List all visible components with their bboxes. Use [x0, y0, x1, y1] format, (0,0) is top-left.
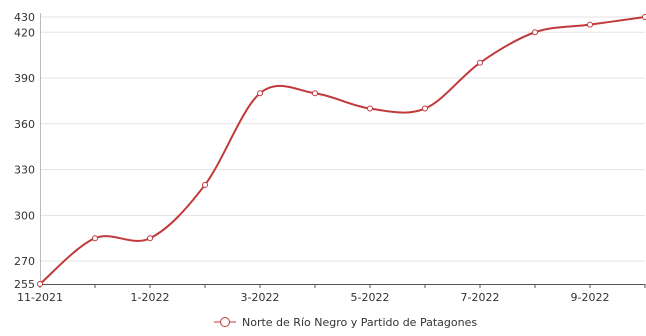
x-tick-label: 3-2022: [241, 291, 280, 304]
x-tick-label: 5-2022: [351, 291, 390, 304]
x-tick-label: 9-2022: [571, 291, 610, 304]
data-point[interactable]: [367, 105, 373, 112]
y-tick-label: 270: [14, 255, 35, 268]
data-point[interactable]: [312, 90, 318, 97]
y-tick-label: 300: [14, 209, 35, 222]
data-point[interactable]: [587, 21, 593, 28]
grid-lines: [40, 16, 645, 262]
data-point[interactable]: [147, 235, 153, 242]
legend-label[interactable]: Norte de Río Negro y Partido de Patagone…: [242, 316, 477, 329]
axes: 255 270 300 330 360 390 420 430 11-2021 1-2022 3-2…: [14, 11, 646, 304]
data-point[interactable]: [477, 59, 483, 66]
x-tick-label: 1-2022: [131, 291, 170, 304]
x-tick-label: 11-2021: [17, 291, 63, 304]
data-point[interactable]: [202, 181, 208, 188]
data-point[interactable]: [532, 29, 538, 36]
legend-marker-icon: [220, 317, 230, 327]
data-point[interactable]: [257, 90, 263, 97]
y-tick-label: 420: [14, 26, 35, 39]
series-layer: [37, 14, 646, 287]
legend[interactable]: Norte de Río Negro y Partido de Patagone…: [214, 316, 477, 329]
data-point[interactable]: [37, 281, 43, 287]
y-tick-label: 255: [14, 278, 35, 291]
x-tick-label: 7-2022: [461, 291, 500, 304]
y-tick-label: 430: [14, 11, 35, 24]
y-tick-label: 360: [14, 118, 35, 131]
y-tick-label: 330: [14, 164, 35, 177]
y-tick-label: 390: [14, 72, 35, 85]
data-point[interactable]: [422, 105, 428, 112]
data-point[interactable]: [642, 14, 646, 20]
series-line[interactable]: [39, 16, 646, 285]
data-point[interactable]: [92, 235, 98, 242]
